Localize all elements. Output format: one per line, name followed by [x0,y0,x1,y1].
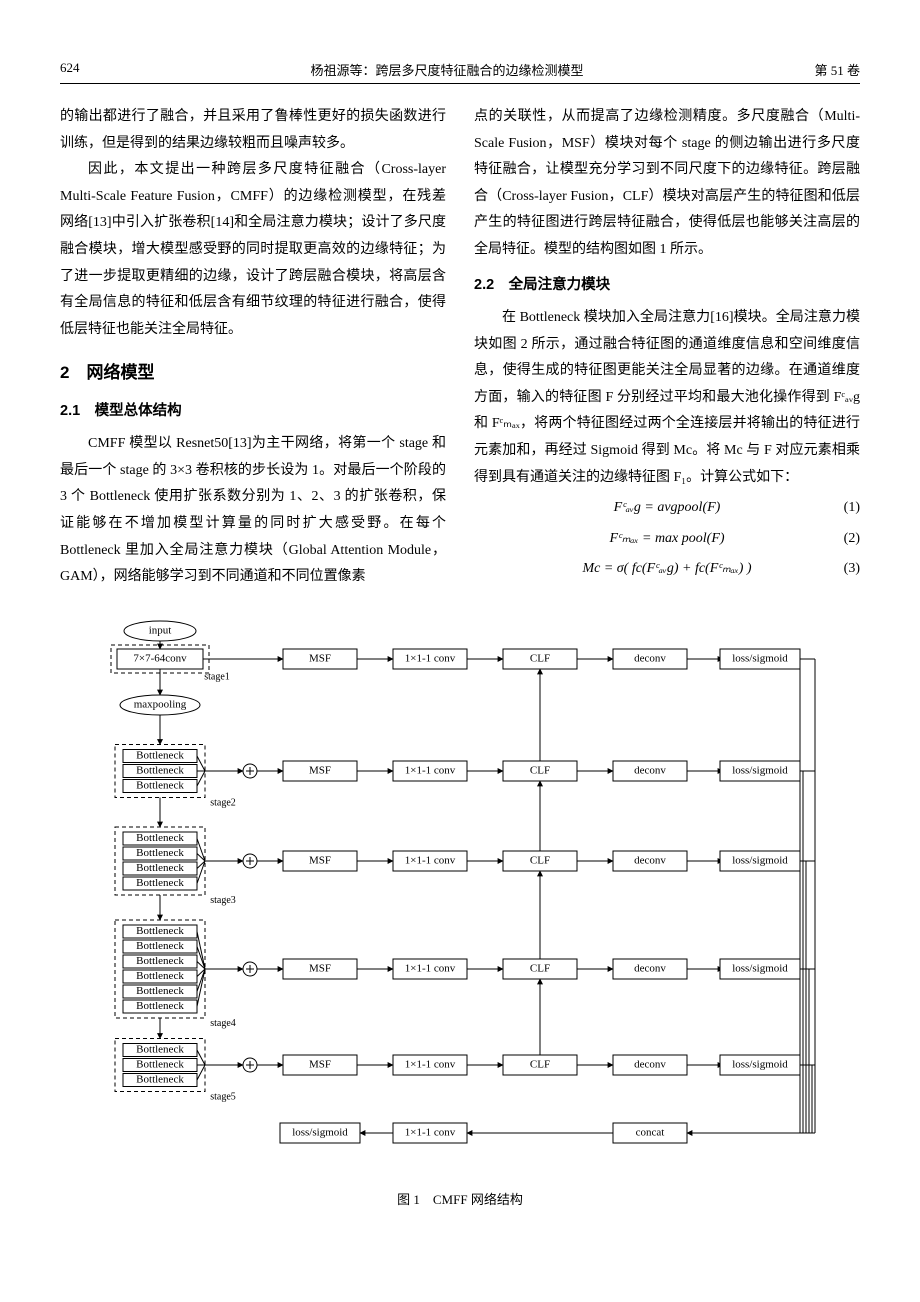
svg-text:CLF: CLF [530,1058,550,1070]
two-column-body: 的输出都进行了融合，并且采用了鲁棒性更好的损失函数进行训练，但是得到的结果边缘较… [60,104,860,591]
subsection-heading: 2.2 全局注意力模块 [474,272,860,300]
svg-text:MSF: MSF [309,764,331,776]
svg-text:stage4: stage4 [210,1018,236,1029]
svg-text:Bottleneck: Bottleneck [136,779,184,791]
svg-text:Bottleneck: Bottleneck [136,985,184,997]
svg-text:1×1-1 conv: 1×1-1 conv [405,962,456,974]
subsection-heading: 2.1 模型总体结构 [60,398,446,426]
svg-text:loss/sigmoid: loss/sigmoid [292,1126,348,1138]
svg-text:stage3: stage3 [210,895,236,906]
svg-text:stage1: stage1 [204,671,230,682]
equation: Mc = σ( fc(Fᶜₐᵥg) + fc(Fᶜₘₐₓ) ) [582,556,751,583]
svg-text:loss/sigmoid: loss/sigmoid [732,854,788,866]
equation-row: Mc = σ( fc(Fᶜₐᵥg) + fc(Fᶜₘₐₓ) ) (3) [474,556,860,583]
equation-row: Fᶜₐᵥg = avgpool(F) (1) [474,495,860,522]
equation: Fᶜₐᵥg = avgpool(F) [614,495,721,522]
svg-text:loss/sigmoid: loss/sigmoid [732,764,788,776]
paragraph: 点的关联性，从而提高了边缘检测精度。多尺度融合（Multi-Scale Fusi… [474,104,860,264]
figure-1: input 7×7-64conv stage1 maxpooling Bottlenec… [60,601,860,1208]
header-title: 杨祖源等：跨层多尺度特征融合的边缘检测模型 [310,60,583,79]
svg-text:Bottleneck: Bottleneck [136,955,184,967]
svg-text:1×1-1 conv: 1×1-1 conv [405,1058,456,1070]
svg-text:Bottleneck: Bottleneck [136,847,184,859]
svg-text:deconv: deconv [634,854,666,866]
svg-text:MSF: MSF [309,1058,331,1070]
section-heading: 2 网络模型 [60,357,446,389]
svg-text:stage2: stage2 [210,797,236,808]
svg-text:CLF: CLF [530,652,550,664]
svg-text:1×1-1 conv: 1×1-1 conv [405,1126,456,1138]
svg-text:Bottleneck: Bottleneck [136,832,184,844]
svg-text:Bottleneck: Bottleneck [136,749,184,761]
figure-caption: 图 1 CMFF 网络结构 [60,1189,860,1208]
svg-text:deconv: deconv [634,764,666,776]
paragraph: 因此，本文提出一种跨层多尺度特征融合（Cross-layer Multi-Sca… [60,157,446,343]
svg-text:1×1-1 conv: 1×1-1 conv [405,854,456,866]
svg-text:MSF: MSF [309,854,331,866]
svg-text:input: input [149,624,172,636]
svg-text:Bottleneck: Bottleneck [136,925,184,937]
page: 624 杨祖源等：跨层多尺度特征融合的边缘检测模型 第 51 卷 的输出都进行了… [0,0,920,1238]
svg-text:1×1-1 conv: 1×1-1 conv [405,652,456,664]
cmff-diagram: input 7×7-64conv stage1 maxpooling Bottlenec… [60,601,860,1181]
right-column: 点的关联性，从而提高了边缘检测精度。多尺度融合（Multi-Scale Fusi… [474,104,860,591]
svg-text:Bottleneck: Bottleneck [136,764,184,776]
svg-text:CLF: CLF [530,962,550,974]
svg-text:loss/sigmoid: loss/sigmoid [732,1058,788,1070]
svg-text:MSF: MSF [309,962,331,974]
svg-text:Bottleneck: Bottleneck [136,877,184,889]
svg-text:Bottleneck: Bottleneck [136,940,184,952]
equation-number: (1) [844,495,860,522]
left-column: 的输出都进行了融合，并且采用了鲁棒性更好的损失函数进行训练，但是得到的结果边缘较… [60,104,446,591]
paragraph: 在 Bottleneck 模块加入全局注意力[16]模块。全局注意力模块如图 2… [474,305,860,491]
svg-text:Bottleneck: Bottleneck [136,862,184,874]
equation-number: (2) [844,526,860,553]
svg-text:CLF: CLF [530,764,550,776]
svg-text:CLF: CLF [530,854,550,866]
equation-number: (3) [844,556,860,583]
header-volume: 第 51 卷 [814,60,860,79]
page-header: 624 杨祖源等：跨层多尺度特征融合的边缘检测模型 第 51 卷 [60,60,860,84]
svg-text:1×1-1 conv: 1×1-1 conv [405,764,456,776]
svg-text:Bottleneck: Bottleneck [136,1000,184,1012]
svg-text:stage5: stage5 [210,1091,236,1102]
svg-text:Bottleneck: Bottleneck [136,970,184,982]
svg-text:7×7-64conv: 7×7-64conv [133,652,187,664]
svg-text:Bottleneck: Bottleneck [136,1073,184,1085]
svg-text:deconv: deconv [634,1058,666,1070]
svg-text:concat: concat [636,1126,665,1138]
svg-text:Bottleneck: Bottleneck [136,1043,184,1055]
svg-text:deconv: deconv [634,962,666,974]
equation: Fᶜₘₐₓ = max pool(F) [609,526,724,553]
svg-text:maxpooling: maxpooling [134,698,187,710]
equation-row: Fᶜₘₐₓ = max pool(F) (2) [474,526,860,553]
paragraph: 的输出都进行了融合，并且采用了鲁棒性更好的损失函数进行训练，但是得到的结果边缘较… [60,104,446,157]
paragraph: CMFF 模型以 Resnet50[13]为主干网络，将第一个 stage 和最… [60,431,446,591]
svg-text:Bottleneck: Bottleneck [136,1058,184,1070]
svg-text:deconv: deconv [634,652,666,664]
svg-text:loss/sigmoid: loss/sigmoid [732,962,788,974]
svg-text:loss/sigmoid: loss/sigmoid [732,652,788,664]
page-number: 624 [60,60,80,79]
svg-text:MSF: MSF [309,652,331,664]
